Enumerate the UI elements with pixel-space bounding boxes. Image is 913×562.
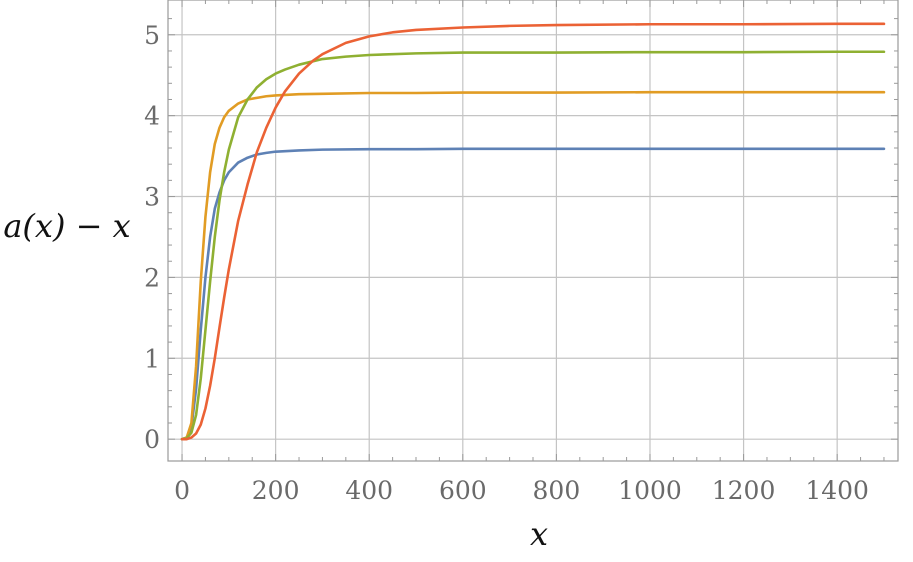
x-tick-label-3: 600 xyxy=(439,476,487,505)
x-axis-label: x xyxy=(530,515,548,553)
y-tick-label-3: 3 xyxy=(144,183,160,212)
x-tick-label-4: 800 xyxy=(533,476,581,505)
series-group xyxy=(180,22,886,441)
x-tick-label-1: 200 xyxy=(252,476,300,505)
series-line-3 xyxy=(180,50,886,441)
x-tick-label-6: 1200 xyxy=(712,476,776,505)
y-tick-label-4: 4 xyxy=(144,102,160,131)
y-tick-label-2: 2 xyxy=(144,263,160,292)
x-tick-label-0: 0 xyxy=(174,476,190,505)
tick-marks xyxy=(168,0,898,461)
y-tick-label-1: 1 xyxy=(144,344,160,373)
series-line-2 xyxy=(180,90,886,441)
y-tick-labels: 0 1 2 3 4 5 xyxy=(144,21,160,454)
series-line-1 xyxy=(180,147,886,441)
x-tick-labels: 0 200 400 600 800 1000 1200 1400 xyxy=(174,476,869,505)
x-tick-label-7: 1400 xyxy=(805,476,869,505)
grid xyxy=(168,0,898,461)
y-tick-label-5: 5 xyxy=(144,21,160,50)
series-line-4 xyxy=(180,22,886,441)
y-tick-label-0: 0 xyxy=(144,425,160,454)
x-tick-label-5: 1000 xyxy=(618,476,682,505)
x-tick-label-2: 400 xyxy=(345,476,393,505)
y-axis-label: a(x) − x xyxy=(3,207,130,245)
plot-frame xyxy=(167,0,899,462)
